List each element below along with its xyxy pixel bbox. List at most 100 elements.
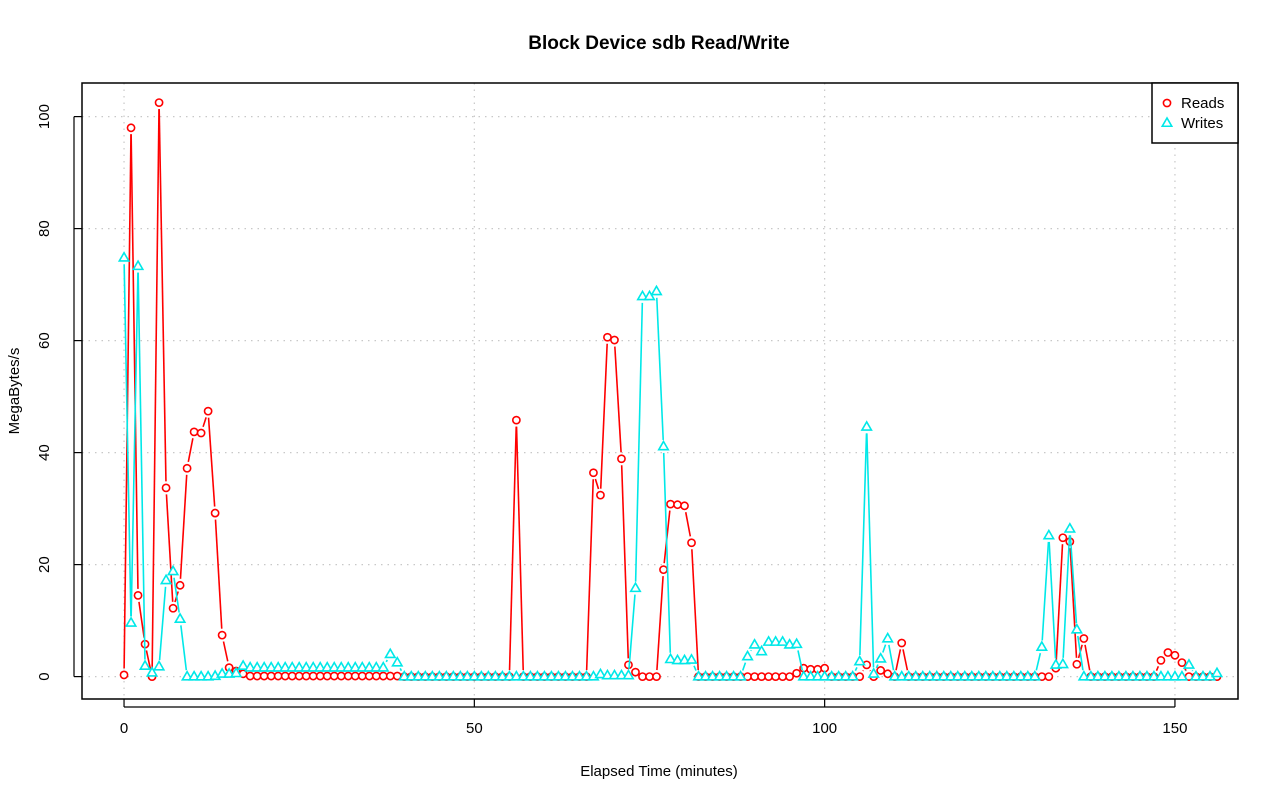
writes-point [762, 635, 775, 646]
writes-point [321, 661, 334, 672]
writes-point [909, 669, 922, 681]
writes-point [629, 581, 642, 593]
reads-point [778, 672, 788, 681]
reads-point [680, 501, 689, 511]
reads-point [343, 671, 353, 681]
reads-point [1058, 533, 1068, 543]
writes-segment [662, 452, 672, 653]
writes-point [503, 669, 516, 681]
writes-point [636, 289, 649, 301]
reads-segment [594, 478, 600, 490]
writes-point [398, 669, 411, 681]
writes-point [769, 635, 782, 646]
writes-point [706, 669, 719, 681]
reads-point [308, 671, 318, 681]
writes-point [131, 259, 145, 271]
reads-point [378, 671, 388, 681]
reads-segment [158, 109, 167, 482]
writes-point [853, 654, 866, 666]
writes-point [916, 669, 929, 681]
writes-point [601, 668, 614, 680]
writes-point [1210, 666, 1224, 678]
x-axis: 0 50 100 150 [120, 699, 1187, 737]
writes-point [173, 612, 187, 623]
writes-segment [173, 577, 180, 613]
reads-segment [187, 438, 194, 463]
writes-point [734, 669, 747, 681]
writes-point [1119, 669, 1133, 681]
writes-point [475, 669, 488, 681]
writes-segment [634, 302, 644, 582]
writes-point [1168, 669, 1182, 681]
writes-point [944, 669, 957, 681]
series-layer [117, 98, 1224, 681]
writes-point [489, 669, 502, 681]
reads-segment [165, 494, 174, 602]
writes-point [370, 661, 383, 672]
reads-segment [151, 109, 160, 671]
writes-point [510, 669, 523, 681]
writes-point [643, 289, 656, 301]
writes-point [1112, 669, 1126, 681]
writes-point [482, 669, 495, 681]
reads-segment [684, 512, 692, 537]
writes-point [1182, 658, 1196, 669]
writes-point [124, 616, 138, 627]
writes-point [825, 669, 838, 681]
writes-point [559, 669, 572, 681]
legend-box [1151, 82, 1239, 144]
writes-point [1147, 669, 1161, 681]
writes-segment [1069, 535, 1078, 624]
reads-point [638, 672, 647, 681]
reads-point [1163, 648, 1173, 657]
writes-point [881, 631, 894, 643]
reads-point [792, 668, 802, 678]
x-tick-label: 150 [1162, 720, 1187, 737]
writes-point [741, 649, 754, 661]
reads-point [336, 671, 346, 681]
writes-point [622, 668, 635, 680]
reads-point [897, 638, 907, 648]
writes-point [145, 666, 159, 677]
reads-segment [656, 576, 664, 671]
writes-point [1196, 669, 1210, 681]
writes-point [468, 669, 481, 681]
writes-point [776, 635, 789, 646]
writes-segment [123, 264, 132, 617]
writes-segment [655, 297, 665, 440]
writes-point [194, 669, 208, 681]
writes-point [839, 669, 852, 681]
reads-point [182, 463, 192, 473]
reads-point [119, 670, 129, 680]
writes-point [895, 669, 908, 681]
reads-segment [179, 474, 188, 579]
reads-point [603, 332, 612, 342]
writes-point [573, 669, 586, 681]
writes-point [286, 661, 299, 672]
writes-point [958, 669, 971, 681]
reads-point [631, 667, 640, 677]
reads-point [329, 671, 339, 681]
reads-segment [614, 346, 622, 453]
writes-point [531, 669, 544, 681]
writes-segment [859, 433, 868, 656]
writes-point [1000, 669, 1013, 681]
writes-point [1007, 669, 1020, 681]
writes-point [349, 661, 362, 672]
reads-point [876, 666, 886, 675]
writes-point [524, 669, 537, 681]
reads-point [203, 406, 213, 416]
writes-point [965, 669, 978, 681]
writes-point [1140, 669, 1154, 681]
writes-point [496, 669, 509, 681]
writes-segment [741, 662, 747, 671]
reads-segment [1084, 644, 1091, 671]
reads-point [652, 672, 661, 681]
reads-point [154, 98, 164, 107]
writes-point [300, 661, 313, 672]
writes-point [664, 652, 677, 664]
writes-point [580, 669, 593, 681]
reads-point [1044, 672, 1054, 681]
reads-point [350, 671, 360, 681]
